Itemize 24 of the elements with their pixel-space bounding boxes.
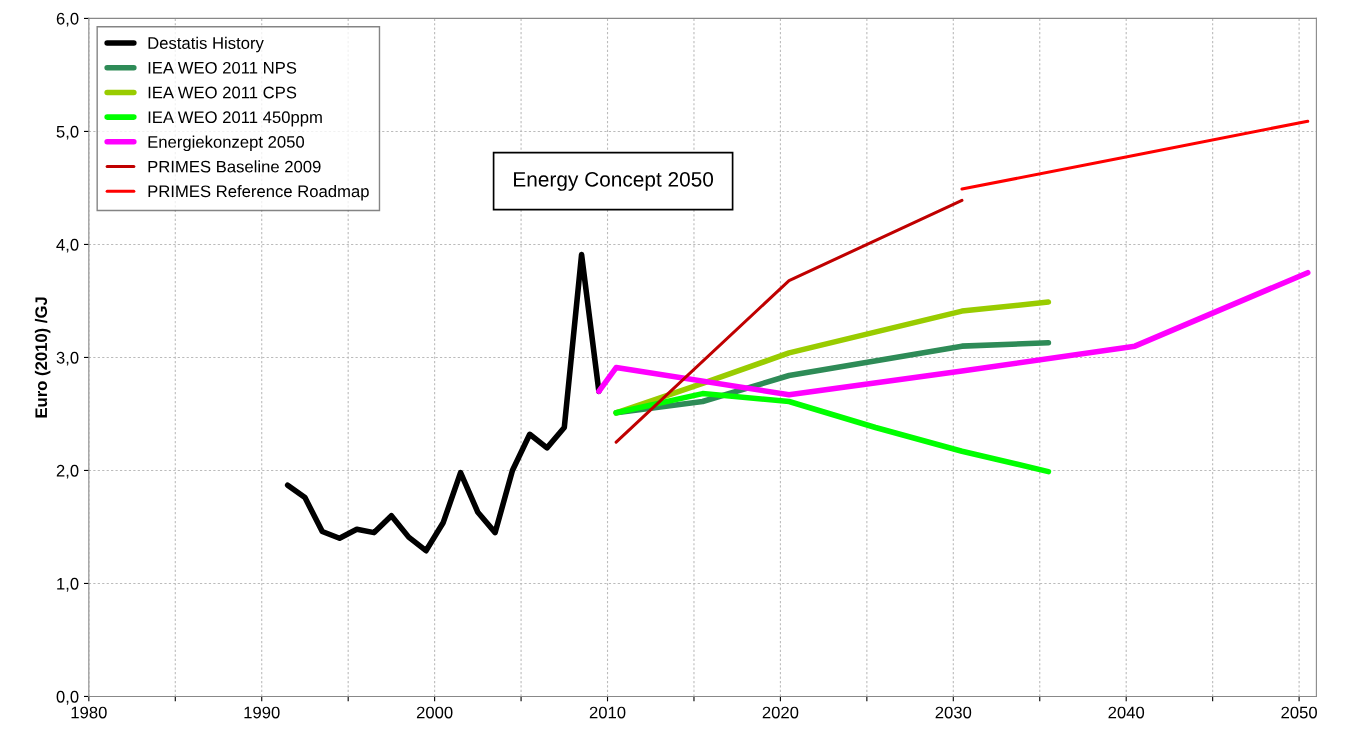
y-tick-label: 4,0 xyxy=(56,238,79,253)
y-axis-title: Euro (2010) /GJ xyxy=(34,297,51,418)
legend-label: IEA WEO 2011 CPS xyxy=(148,86,297,99)
x-tick-label: 2040 xyxy=(1108,706,1145,719)
legend-label: PRIMES Reference Roadmap xyxy=(148,184,369,201)
y-tick-label: 2,0 xyxy=(56,464,79,479)
y-tick-label: 6,0 xyxy=(56,12,79,27)
legend-label: Energiekonzept 2050 xyxy=(148,135,305,152)
x-tick-label: 2010 xyxy=(589,706,626,719)
legend-label: Destatis History xyxy=(148,36,264,53)
x-tick-label: 2000 xyxy=(416,706,453,719)
x-tick-label: 2020 xyxy=(762,706,799,719)
annotation: Energy Concept 2050 xyxy=(514,171,714,191)
x-tick-label: 1990 xyxy=(244,706,280,719)
legend-label: IEA WEO 2011 NPS xyxy=(148,61,297,74)
x-tick-label: 2050 xyxy=(1281,706,1317,719)
x-tick-label: 1980 xyxy=(71,706,107,719)
y-tick-label: 1,0 xyxy=(57,577,79,592)
y-tick-label: 3,0 xyxy=(56,351,79,366)
y-tick-label: 5,0 xyxy=(56,125,79,140)
legend-label: PRIMES Baseline 2009 xyxy=(148,160,321,173)
legend-label: IEA WEO 2011 450ppm xyxy=(148,111,322,127)
x-tick-label: 2030 xyxy=(935,706,972,719)
y-tick-label: 0,0 xyxy=(56,690,79,705)
